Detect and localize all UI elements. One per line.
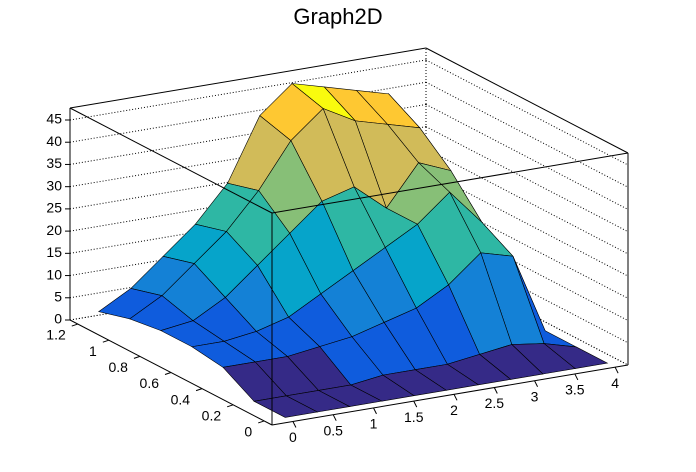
- grid-line: [425, 126, 629, 233]
- grid-line: [425, 259, 629, 366]
- y-tick-label: 1.2: [46, 327, 66, 343]
- grid-line: [425, 192, 629, 299]
- z-tick-label: 20: [46, 222, 62, 238]
- y-tick: [71, 323, 78, 327]
- x-tick-label: 1: [370, 416, 378, 432]
- box-edge: [69, 107, 273, 214]
- y-tick-label: 0.8: [108, 359, 128, 375]
- box-edge: [425, 47, 629, 154]
- x-tick: [453, 394, 458, 401]
- x-tick: [493, 387, 498, 394]
- y-tick-label: 0.2: [202, 408, 222, 424]
- z-tick-label: 5: [54, 288, 62, 304]
- x-tick: [332, 414, 337, 421]
- x-tick: [413, 400, 418, 408]
- x-tick-label: 4: [611, 375, 619, 391]
- x-tick-label: 1.5: [404, 409, 424, 425]
- grid-line: [425, 170, 629, 277]
- z-tick-label: 45: [46, 111, 62, 127]
- x-tick-label: 2.5: [485, 395, 505, 411]
- y-tick: [133, 355, 141, 359]
- x-tick: [292, 421, 297, 428]
- z-tick-label: 10: [46, 266, 62, 282]
- x-tick-label: 3: [531, 388, 539, 404]
- grid-line: [425, 104, 629, 210]
- x-tick-label: 2: [450, 402, 458, 418]
- z-tick-label: 35: [46, 155, 62, 171]
- y-tick: [226, 404, 234, 408]
- surface-cell: [253, 395, 319, 418]
- grid-line: [425, 81, 629, 188]
- y-tick-label: 0.4: [171, 391, 191, 407]
- grid-line: [425, 148, 629, 255]
- x-tick: [574, 373, 579, 381]
- y-tick-label: 0: [244, 424, 252, 440]
- grid-line: [425, 237, 629, 344]
- z-tick-label: 0: [54, 311, 62, 327]
- z-tick-label: 30: [46, 177, 62, 193]
- y-tick-label: 1: [89, 343, 97, 359]
- box-edge: [271, 152, 629, 214]
- z-tick-label: 15: [46, 244, 62, 260]
- grid-line: [425, 59, 629, 166]
- z-tick-label: 25: [46, 200, 62, 216]
- x-tick-label: 3.5: [565, 382, 585, 398]
- grid-line: [425, 215, 629, 321]
- chart-title: Graph2D: [293, 4, 382, 29]
- x-tick-label: 0.5: [323, 422, 343, 438]
- y-tick: [195, 388, 203, 392]
- x-tick: [614, 366, 619, 374]
- grid-line: [69, 59, 427, 121]
- y-tick-label: 0.6: [140, 375, 160, 391]
- y-tick: [102, 339, 110, 343]
- axis: [271, 364, 629, 426]
- x-tick: [373, 407, 377, 415]
- x-tick: [534, 380, 539, 387]
- box-edge: [69, 47, 427, 109]
- y-tick: [258, 420, 265, 424]
- z-tick-label: 40: [46, 133, 62, 149]
- x-tick-label: 0: [289, 429, 297, 445]
- y-tick: [164, 372, 172, 375]
